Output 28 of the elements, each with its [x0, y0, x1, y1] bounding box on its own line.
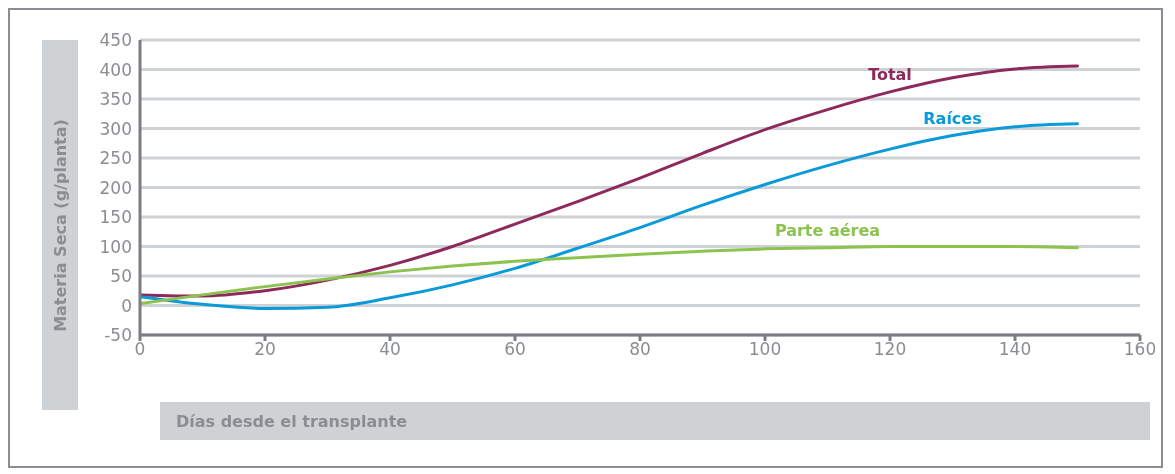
- x-tick-label: 160: [1123, 339, 1157, 360]
- x-tick-label: 0: [134, 339, 146, 360]
- y-tick-label: 50: [110, 266, 132, 287]
- y-tick-label: 300: [99, 118, 132, 139]
- x-tick-label: 100: [748, 339, 782, 360]
- x-tick-label: 140: [998, 339, 1032, 360]
- x-tick-label: 60: [504, 339, 526, 360]
- series-label: Total: [868, 64, 912, 84]
- y-axis-title: Materia Seca (g/planta): [50, 118, 70, 332]
- y-tick-label: 400: [99, 59, 132, 80]
- x-tick-label: 80: [629, 339, 651, 360]
- line-series: [140, 245, 1079, 306]
- series-label: Parte aérea: [774, 220, 881, 240]
- x-tick-label: 120: [873, 339, 907, 360]
- x-tick-label: 40: [379, 339, 401, 360]
- y-tick-label: 0: [121, 295, 132, 316]
- y-tick-label: 150: [99, 207, 132, 228]
- x-axis-title: Días desde el transplante: [160, 402, 1150, 440]
- series-label: Raíces: [923, 108, 982, 128]
- y-tick-label: -50: [104, 325, 132, 346]
- x-tick-label: 20: [254, 339, 276, 360]
- y-tick-label: 250: [99, 148, 132, 169]
- line-series: [140, 64, 1079, 298]
- y-tick-label: 350: [99, 89, 132, 110]
- y-tick-label: 450: [99, 30, 132, 51]
- y-tick-label: 200: [99, 177, 132, 198]
- y-tick-label: 100: [99, 236, 132, 257]
- line-series: [140, 122, 1079, 310]
